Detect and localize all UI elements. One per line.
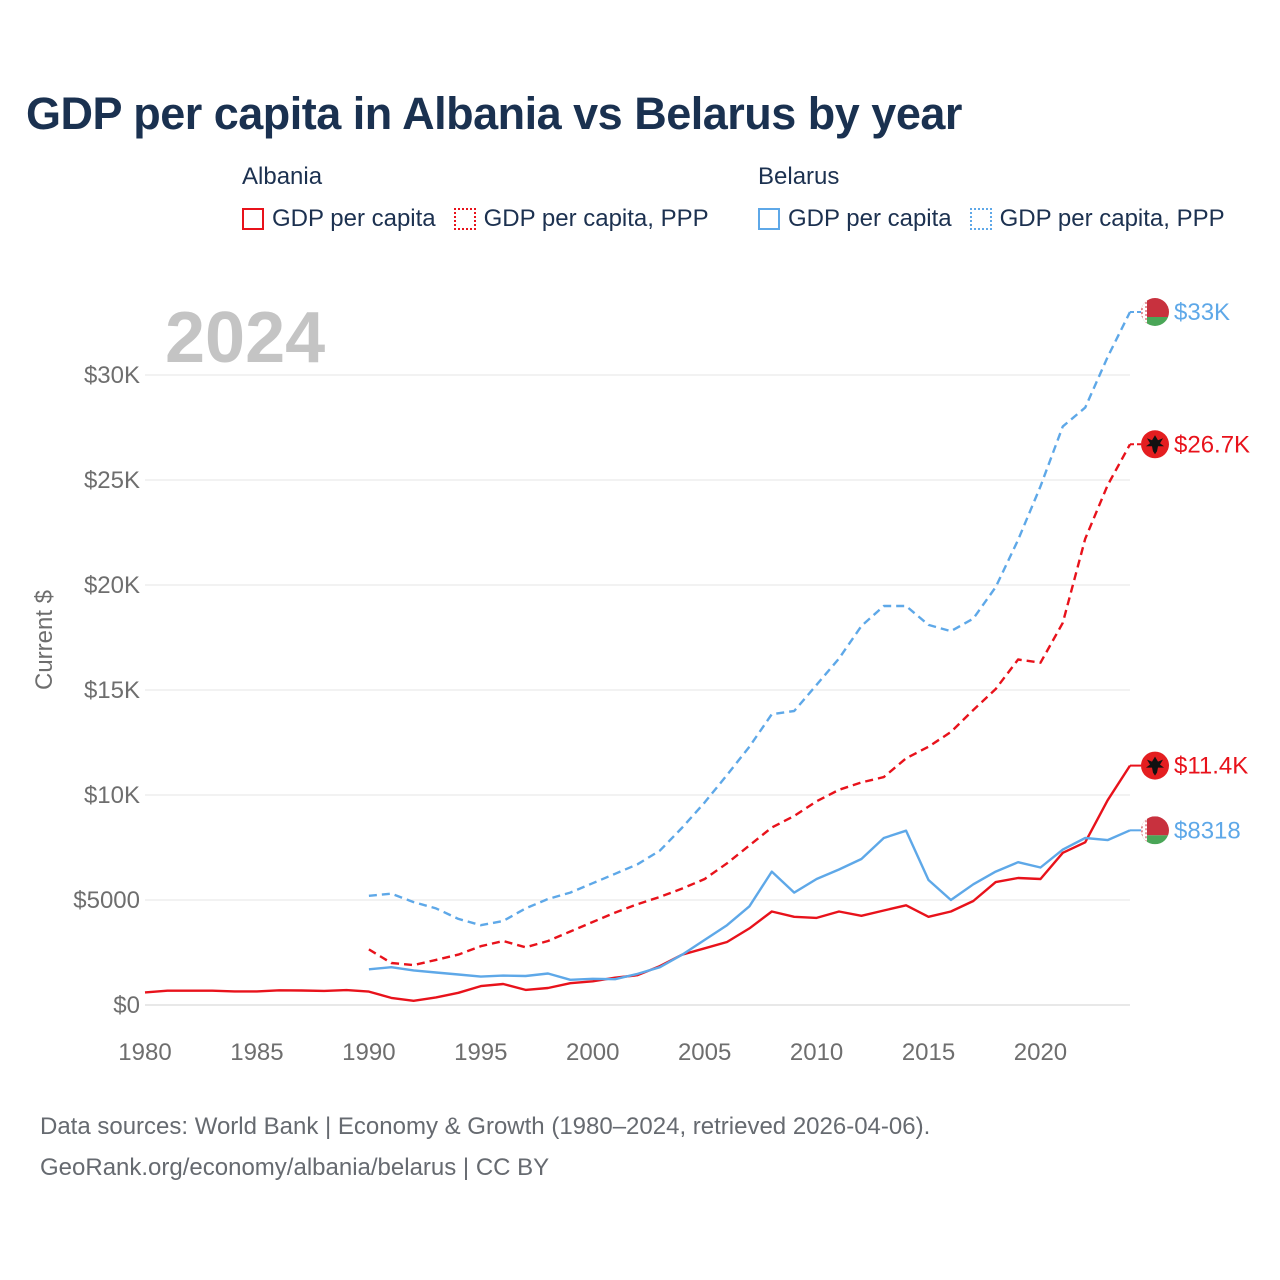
- footer: Data sources: World Bank | Economy & Gro…: [40, 1106, 930, 1188]
- x-tick-label: 2020: [1014, 1039, 1067, 1066]
- y-axis-label: Current $: [31, 590, 58, 690]
- albania-flag-icon: [1141, 751, 1169, 780]
- series-line-albania-gdp-per-capita[interactable]: [144, 764, 1132, 1002]
- series-line-belarus-gdp-per-capita-ppp[interactable]: [368, 311, 1132, 927]
- legend-label: GDP per capita: [788, 205, 952, 232]
- x-tick-label: 1980: [118, 1039, 171, 1066]
- axes: $0 $5000 $10K $15K $20K $25K $30K 1980 1985 1990 1…: [73, 362, 1067, 1066]
- flag-green-band: [1141, 317, 1169, 326]
- legend-group-name: Belarus: [758, 163, 840, 190]
- albania-flag-icon: [1141, 430, 1169, 459]
- source-link[interactable]: GeoRank.org/economy/albania/belarus | CC…: [40, 1154, 550, 1181]
- flag-green-band: [1141, 835, 1169, 845]
- series: [144, 311, 1132, 1002]
- legend-label: GDP per capita, PPP: [483, 205, 709, 232]
- x-tick-label: 2005: [678, 1039, 731, 1066]
- legend-label: GDP per capita: [272, 205, 436, 232]
- end-value-label: $8318: [1174, 817, 1241, 844]
- y-tick-label: $10K: [84, 782, 140, 809]
- legend-belarus-gdp[interactable]: GDP per capita: [758, 205, 952, 233]
- flag-red-band: [1141, 816, 1169, 836]
- year-watermark: 2024: [165, 298, 325, 378]
- end-labels: $11.4K $26.7K $8318 $33K: [1130, 298, 1250, 844]
- y-tick-label: $5000: [73, 887, 140, 914]
- data-source-text: Data sources: World Bank | Economy & Gro…: [40, 1113, 931, 1140]
- legend-group-name: Albania: [242, 163, 323, 190]
- y-tick-label: $0: [113, 992, 140, 1019]
- series-line-albania-gdp-per-capita-ppp[interactable]: [368, 443, 1132, 967]
- flag-ornament: [1141, 816, 1147, 845]
- legend-albania-gdp-ppp[interactable]: GDP per capita, PPP: [453, 205, 709, 233]
- legend-swatch-dotted: [453, 208, 476, 230]
- y-tick-label: $25K: [84, 467, 140, 494]
- end-value-label: $33K: [1174, 299, 1230, 326]
- x-tick-label: 1985: [230, 1039, 283, 1066]
- flag-clip: [1141, 816, 1169, 845]
- flag-clip: [1141, 298, 1169, 326]
- legend-albania-gdp[interactable]: GDP per capita: [242, 205, 436, 233]
- flag-eagle: [1146, 435, 1164, 455]
- legend-group-belarus: Belarus GDP per capita GDP per capita, P…: [758, 163, 1243, 233]
- y-tick-label: $20K: [84, 572, 140, 599]
- legend-group-albania: Albania GDP per capita GDP per capita, P…: [242, 163, 727, 233]
- belarus-flag-icon: [1141, 298, 1169, 326]
- legend-swatch-dotted: [969, 208, 992, 230]
- flag-eagle: [1146, 756, 1164, 776]
- x-tick-label: 2015: [902, 1039, 955, 1066]
- end-value-label: $26.7K: [1174, 431, 1250, 458]
- legend-swatch-solid: [758, 208, 780, 230]
- flag-ornament-band: [1141, 298, 1147, 326]
- flag-ornament-band: [1141, 816, 1147, 845]
- x-tick-label: 2000: [566, 1039, 619, 1066]
- x-tick-label: 1995: [454, 1039, 507, 1066]
- belarus-flag-icon: [1141, 816, 1169, 845]
- legend-swatch-solid: [242, 208, 264, 230]
- y-tick-label: $30K: [84, 362, 140, 389]
- flag-red-band: [1141, 298, 1169, 317]
- legend-belarus-gdp-ppp[interactable]: GDP per capita, PPP: [969, 205, 1225, 233]
- flag-ornament: [1141, 298, 1147, 326]
- legend-label: GDP per capita, PPP: [999, 205, 1225, 232]
- y-tick-label: $15K: [84, 677, 140, 704]
- gridlines: [145, 374, 1130, 1006]
- end-value-label: $11.4K: [1174, 753, 1248, 780]
- chart-title: GDP per capita in Albania vs Belarus by …: [26, 88, 962, 139]
- series-line-belarus-gdp-per-capita[interactable]: [368, 829, 1131, 981]
- x-tick-label: 2010: [790, 1039, 843, 1066]
- x-tick-label: 1990: [342, 1039, 395, 1066]
